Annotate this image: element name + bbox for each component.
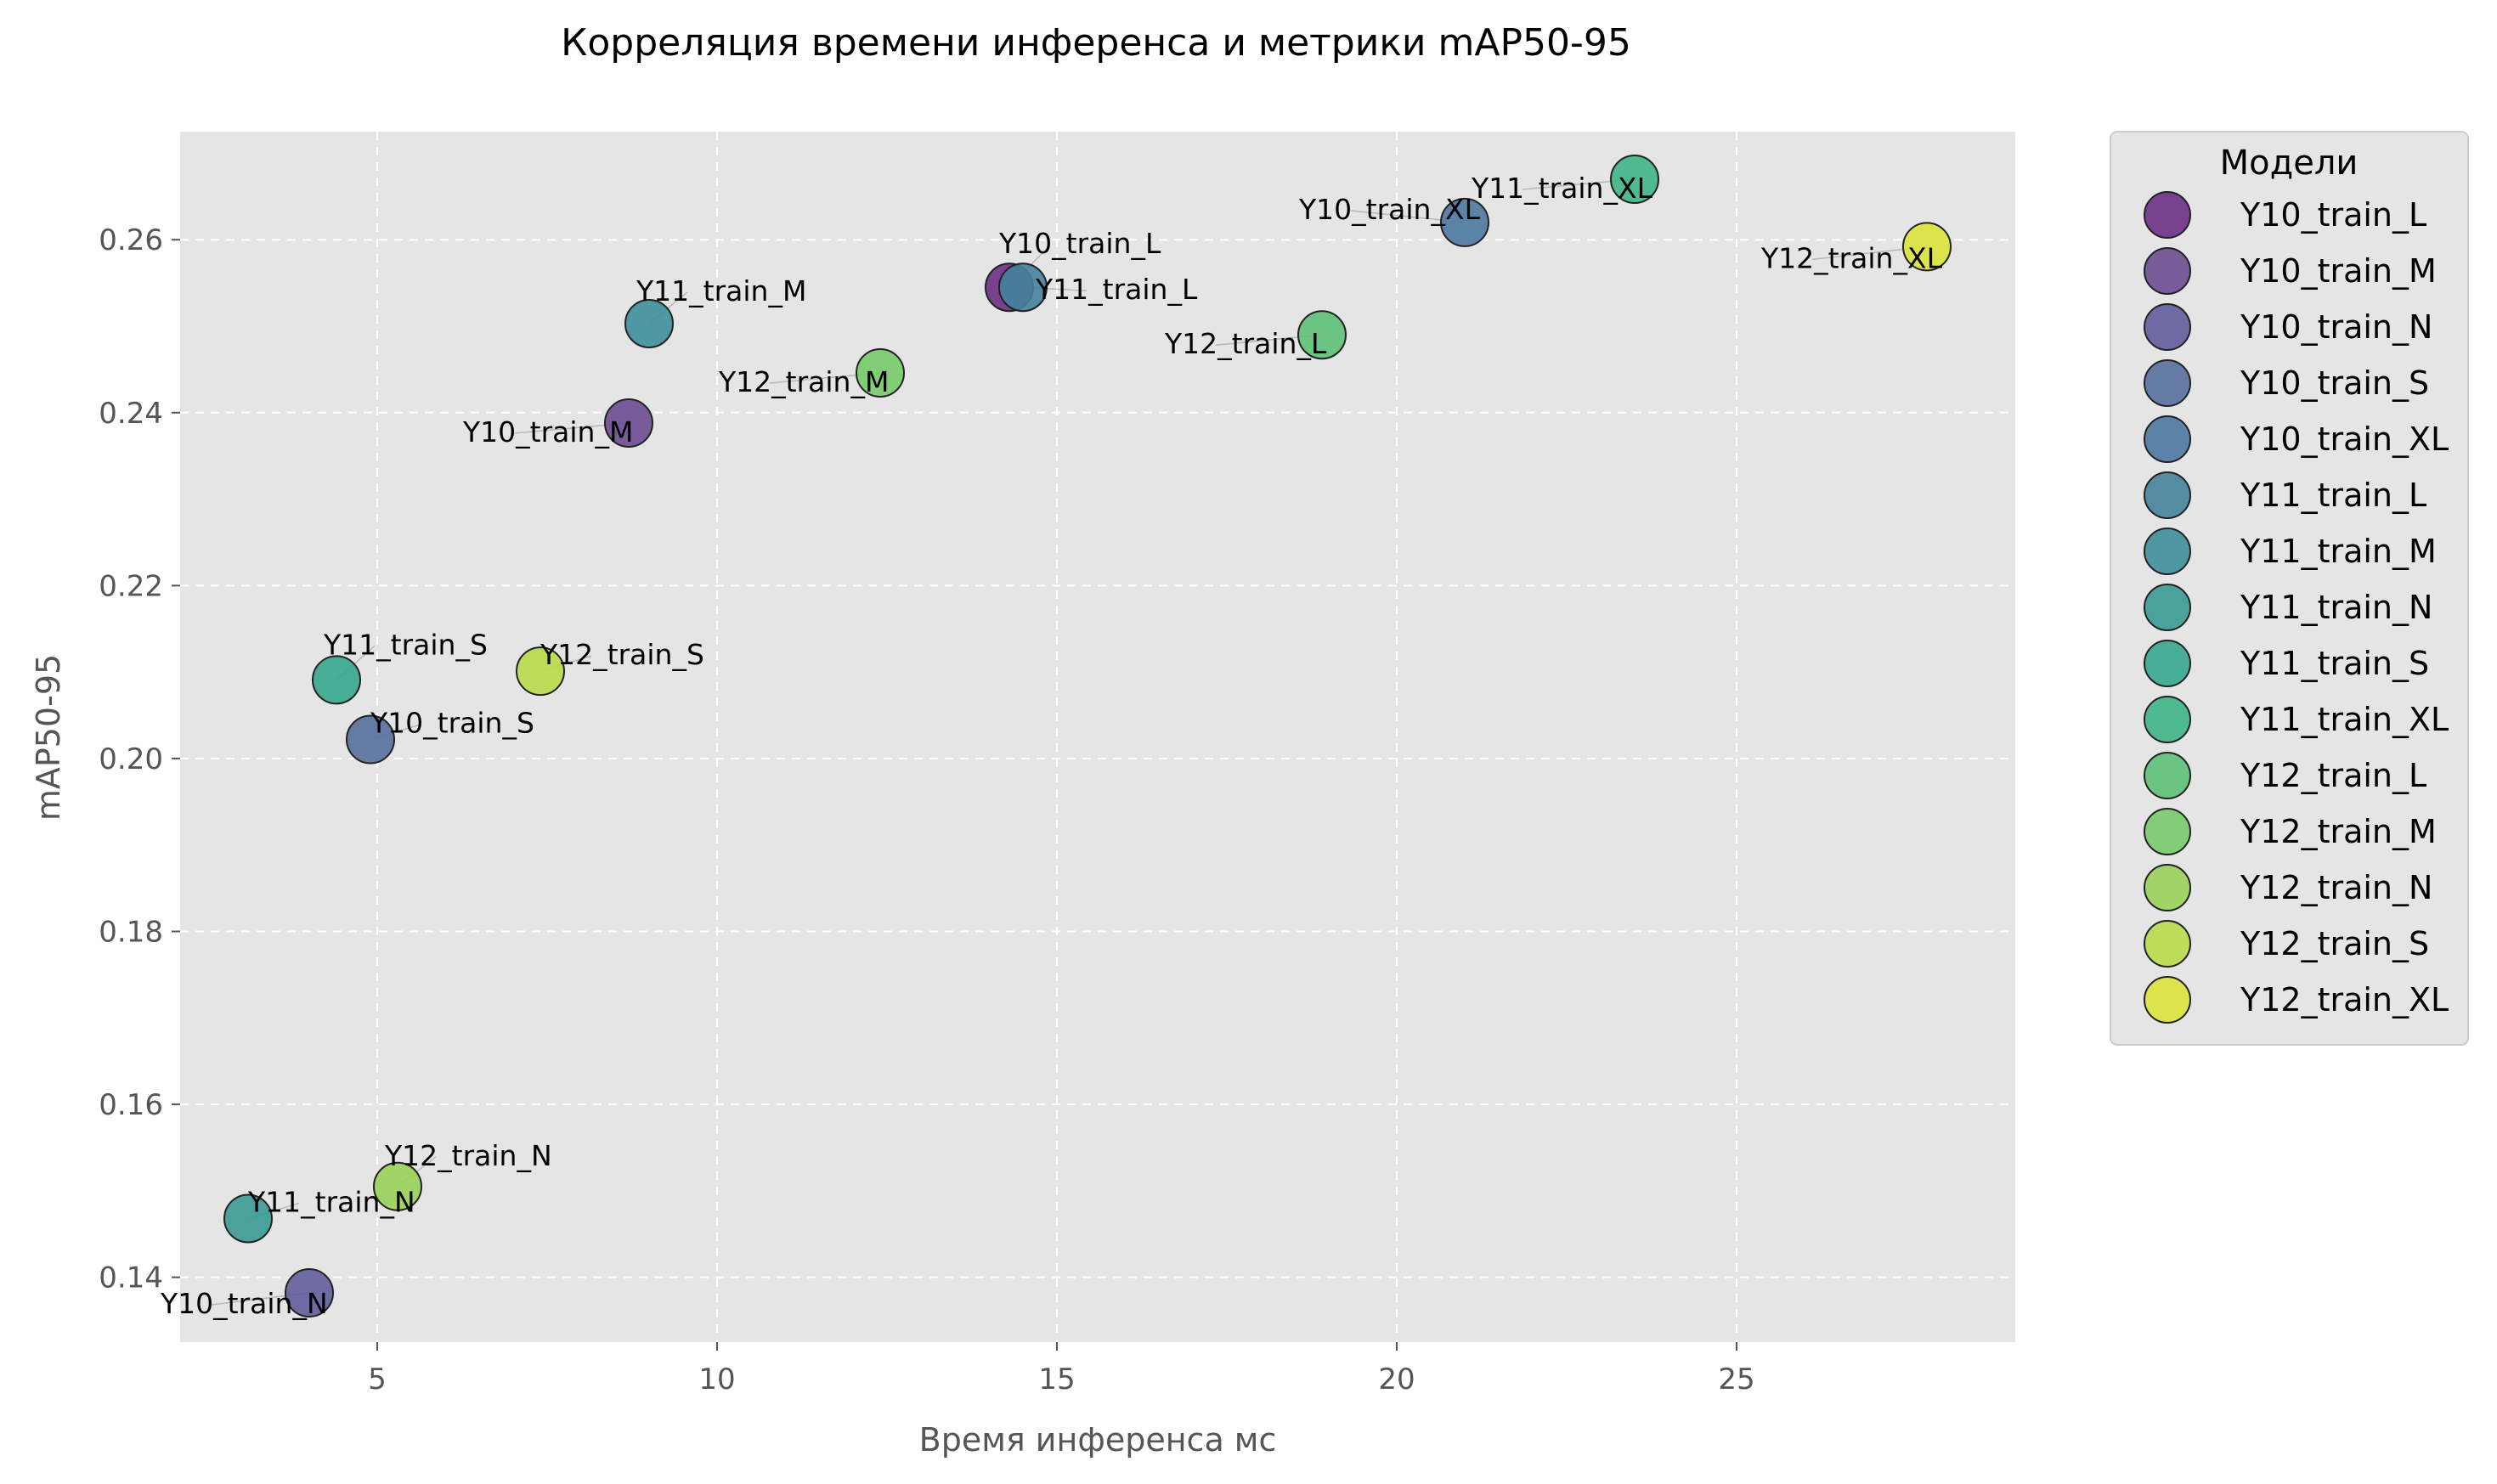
- point-label: Y10_train_M: [462, 415, 633, 449]
- x-tick-label: 20: [1378, 1363, 1415, 1397]
- legend-items: Y10_train_L Y10_train_M Y10_train_N Y10_tra…: [2144, 191, 2449, 1024]
- legend-entry: Y10_train_N: [2240, 308, 2432, 346]
- y-tick-label: 0.24: [99, 397, 163, 431]
- point-labels: Y10_train_L Y10_train_M Y10_train_N Y10_tra…: [160, 172, 1943, 1320]
- data-point: [998, 262, 1048, 313]
- legend-entry: Y12_train_XL: [2240, 981, 2449, 1018]
- legend-marker: [2144, 415, 2191, 463]
- data-point: [1610, 154, 1659, 204]
- point-label: Y11_train_L: [1035, 273, 1198, 306]
- legend-marker: [2144, 864, 2191, 911]
- legend-entry: Y12_train_L: [2240, 757, 2426, 794]
- legend-entry: Y12_train_M: [2240, 813, 2437, 850]
- x-tick-label: 15: [1038, 1363, 1075, 1397]
- point-label: Y10_train_XL: [1298, 193, 1481, 226]
- point-label: Y12_train_S: [540, 638, 704, 671]
- y-tick-label: 0.18: [99, 916, 163, 950]
- data-point: [223, 1193, 273, 1244]
- point-label: Y11_train_S: [323, 628, 488, 661]
- point-label: Y11_train_N: [247, 1185, 415, 1218]
- data-point: [856, 347, 905, 398]
- data-point: [373, 1161, 422, 1211]
- point-label: Y12_train_N: [384, 1139, 552, 1172]
- point-label: Y10_train_L: [998, 227, 1161, 260]
- legend-title: Модели: [2220, 144, 2359, 183]
- point-label: Y11_train_XL: [1471, 172, 1653, 205]
- data-point: [1440, 197, 1489, 247]
- legend-entry: Y11_train_N: [2240, 589, 2432, 626]
- data-point: [312, 655, 361, 705]
- legend-marker: [2144, 640, 2191, 687]
- plot-area: [180, 132, 2015, 1342]
- legend-marker: [2144, 247, 2191, 295]
- y-axis-label: mAP50-95: [30, 654, 67, 821]
- legend-entry: Y12_train_N: [2240, 869, 2432, 906]
- legend-marker: [2144, 808, 2191, 855]
- axis-ticks: 5 10 15 20 25 0.14 0.16 0.18 0.20 0.22 0.24 0.26: [99, 223, 1754, 1397]
- legend-entry: Y10_train_L: [2240, 196, 2426, 234]
- data-point: [516, 646, 565, 697]
- legend-entry: Y10_train_M: [2240, 252, 2437, 290]
- x-axis-label: Время инференса мс: [919, 1421, 1277, 1459]
- x-tick-label: 10: [698, 1363, 735, 1397]
- y-tick-label: 0.22: [99, 569, 163, 603]
- legend-marker: [2144, 752, 2191, 799]
- chart-title: Корреляция времени инференса и метрики m…: [561, 21, 1631, 65]
- legend-marker: [2144, 976, 2191, 1024]
- y-tick-label: 0.14: [99, 1261, 163, 1295]
- legend-entry: Y11_train_M: [2240, 533, 2437, 570]
- legend-marker: [2144, 359, 2191, 407]
- y-tick-label: 0.20: [99, 742, 163, 776]
- data-point: [285, 1267, 334, 1318]
- legend-marker: [2144, 584, 2191, 631]
- legend-entry: Y11_train_L: [2240, 477, 2426, 514]
- legend-entry: Y12_train_S: [2240, 925, 2429, 962]
- y-tick-label: 0.26: [99, 223, 163, 257]
- data-point: [1297, 310, 1347, 360]
- point-label: Y10_train_N: [160, 1287, 328, 1320]
- y-tick-label: 0.16: [99, 1088, 163, 1122]
- point-label: Y12_train_L: [1164, 327, 1327, 360]
- data-points: [223, 154, 1952, 1318]
- legend-entry: Y10_train_XL: [2240, 420, 2449, 458]
- x-tick-label: 5: [368, 1363, 387, 1397]
- legend-frame: [2110, 131, 2469, 1046]
- legend-marker: [2144, 303, 2191, 351]
- legend-entry: Y11_train_S: [2240, 645, 2429, 682]
- grid-lines: [180, 132, 2015, 1342]
- x-tick-label: 25: [1718, 1363, 1754, 1397]
- data-point: [624, 298, 674, 348]
- data-point: [604, 398, 653, 449]
- legend-marker: [2144, 920, 2191, 968]
- legend-entry: Y10_train_S: [2240, 364, 2429, 402]
- legend-entry: Y11_train_XL: [2240, 701, 2449, 738]
- legend-marker: [2144, 528, 2191, 575]
- legend-marker: [2144, 191, 2191, 239]
- point-label: Y10_train_S: [370, 707, 534, 740]
- data-point: [1902, 222, 1952, 272]
- legend-marker: [2144, 696, 2191, 743]
- data-point: [346, 714, 395, 765]
- legend: Модели Y10_train_L Y10_train_M Y10_train_N…: [2110, 131, 2469, 1046]
- point-label: Y11_train_M: [636, 274, 806, 308]
- point-label: Y12_train_XL: [1760, 241, 1943, 274]
- legend-marker: [2144, 471, 2191, 519]
- point-label: Y12_train_M: [718, 365, 889, 398]
